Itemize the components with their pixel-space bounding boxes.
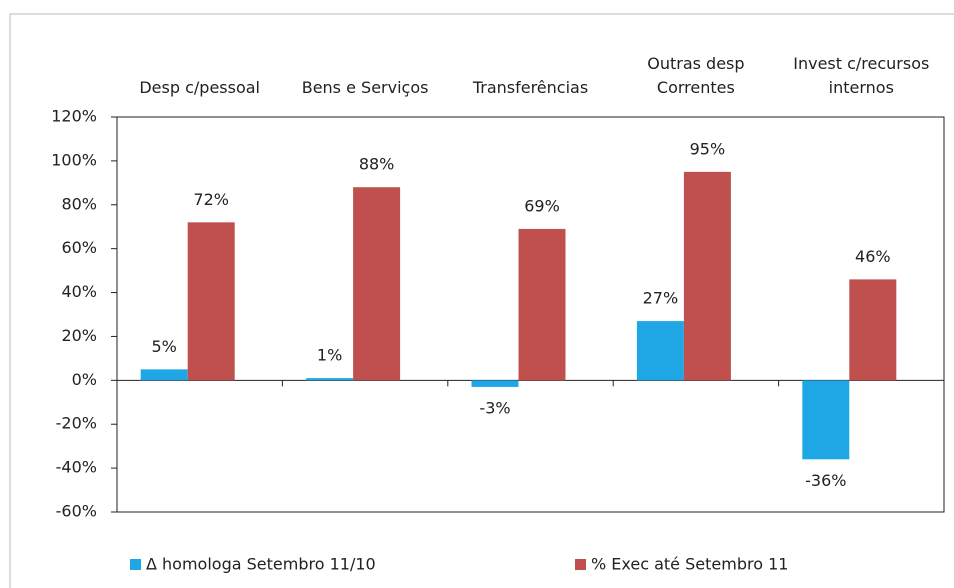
- category-label: Outras desp Correntes: [647, 54, 745, 97]
- bar: [849, 279, 897, 381]
- category-label: Invest c/recursos internos: [793, 54, 930, 97]
- bar: [140, 369, 188, 381]
- value-label: 27%: [643, 289, 679, 308]
- y-tick-label: -60%: [56, 502, 97, 521]
- y-tick-label: 40%: [61, 282, 97, 301]
- value-label: 95%: [690, 139, 726, 158]
- value-label: 1%: [317, 346, 342, 365]
- bar: [636, 321, 684, 381]
- y-tick-label: -20%: [56, 414, 97, 433]
- category-label: Transferências: [472, 78, 589, 97]
- bar: [683, 171, 731, 381]
- y-tick-label: 80%: [61, 194, 97, 213]
- category-label: Desp c/pessoal: [139, 78, 260, 97]
- bar: [306, 378, 354, 381]
- chart-border: [9, 13, 954, 588]
- y-tick-label: 20%: [61, 326, 97, 345]
- y-tick-label: 120%: [51, 107, 97, 126]
- y-tick-label: 60%: [61, 238, 97, 257]
- bar: [471, 380, 519, 387]
- y-tick-label: -40%: [56, 458, 97, 477]
- value-label: -36%: [805, 471, 846, 490]
- value-label: 88%: [359, 155, 395, 174]
- category-label: Bens e Serviços: [301, 78, 429, 97]
- value-label: 72%: [193, 190, 229, 209]
- bar: [518, 228, 566, 381]
- legend-swatch: [575, 559, 586, 570]
- value-label: 46%: [855, 247, 891, 266]
- legend-swatch: [130, 559, 141, 570]
- legend-label: % Exec até Setembro 11: [591, 555, 788, 574]
- y-tick-label: 100%: [51, 150, 97, 169]
- value-label: 5%: [152, 337, 177, 356]
- value-label: -3%: [479, 398, 510, 417]
- bar: [353, 187, 401, 381]
- legend-label: Δ homologa Setembro 11/10: [146, 555, 376, 574]
- plot-area: [116, 116, 945, 513]
- value-label: 69%: [524, 196, 560, 215]
- bar: [802, 380, 850, 460]
- y-tick-label: 0%: [72, 370, 97, 389]
- bar: [187, 222, 235, 381]
